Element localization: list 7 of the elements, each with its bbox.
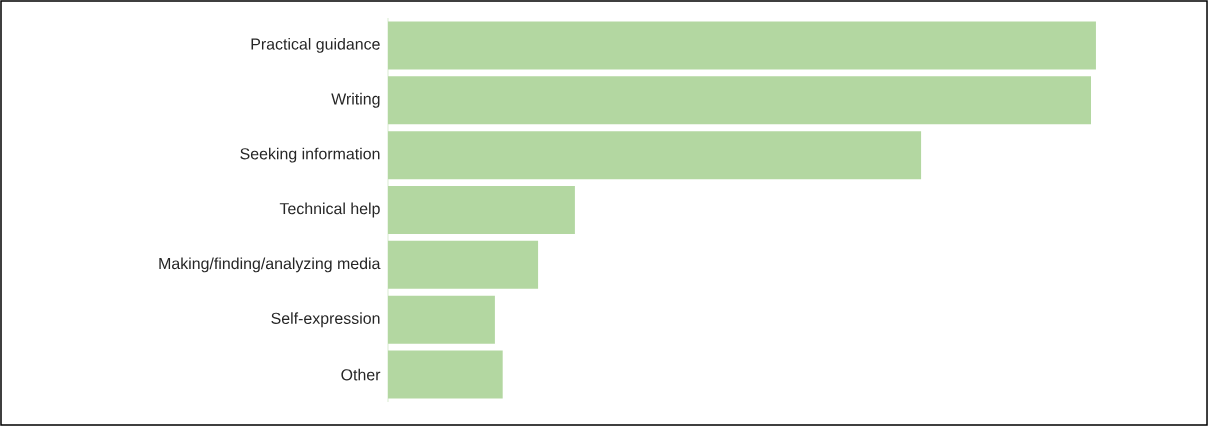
- y-tick-label: Writing: [331, 92, 380, 108]
- y-tick-label: Self-expression: [271, 312, 380, 328]
- y-tick-label: Making/finding/analyzing media: [159, 257, 381, 273]
- y-tick-label: Technical help: [279, 202, 380, 218]
- y-tick-label: Other: [341, 368, 381, 381]
- y-tick-label: Practical guidance: [251, 38, 380, 53]
- y-tick-label: Seeking information: [240, 147, 380, 163]
